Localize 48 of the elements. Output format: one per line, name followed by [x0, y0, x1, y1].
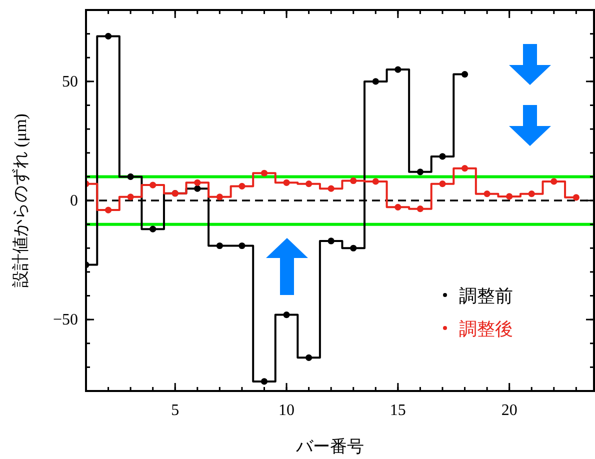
- point: [416, 206, 424, 212]
- y-tick-label: 0: [70, 192, 78, 210]
- x-axis-title: バー番号: [295, 437, 364, 456]
- point: [260, 170, 268, 176]
- point: [283, 312, 290, 318]
- x-tick-label: 10: [278, 402, 295, 419]
- point: [127, 173, 134, 180]
- point: [150, 226, 156, 232]
- point: [372, 78, 379, 85]
- point: [194, 179, 201, 186]
- point: [216, 194, 223, 200]
- point: [416, 168, 424, 176]
- point: [572, 194, 580, 201]
- x-tick-label: 20: [501, 402, 518, 419]
- legend-label: 調整前: [459, 286, 513, 306]
- point: [216, 242, 223, 250]
- point: [328, 185, 334, 192]
- point: [104, 206, 112, 214]
- point: [461, 70, 468, 78]
- point: [528, 190, 535, 198]
- point: [350, 244, 357, 252]
- point: [238, 182, 246, 190]
- point: [150, 182, 156, 188]
- point: [372, 178, 379, 185]
- point: [306, 354, 312, 361]
- point: [350, 177, 357, 184]
- x-tick-label: 15: [390, 402, 406, 419]
- point: [439, 153, 446, 160]
- y-tick-label: 50: [62, 73, 78, 90]
- point: [484, 190, 490, 198]
- point: [506, 193, 513, 200]
- point: [328, 238, 334, 244]
- point: [238, 242, 246, 250]
- point: [461, 165, 468, 172]
- point: [127, 194, 134, 200]
- point: [260, 378, 268, 385]
- point: [283, 179, 290, 186]
- point: [194, 185, 201, 192]
- x-tick-label: 5: [171, 402, 180, 419]
- y-axis-title: 設計値からのずれ (μm): [11, 114, 30, 288]
- point: [306, 180, 312, 188]
- point: [439, 180, 446, 188]
- point: [104, 32, 112, 40]
- point: [394, 204, 402, 210]
- point: [394, 66, 402, 73]
- point: [550, 178, 558, 185]
- y-tick-label: −50: [52, 312, 78, 329]
- legend-label: 調整後: [459, 319, 513, 339]
